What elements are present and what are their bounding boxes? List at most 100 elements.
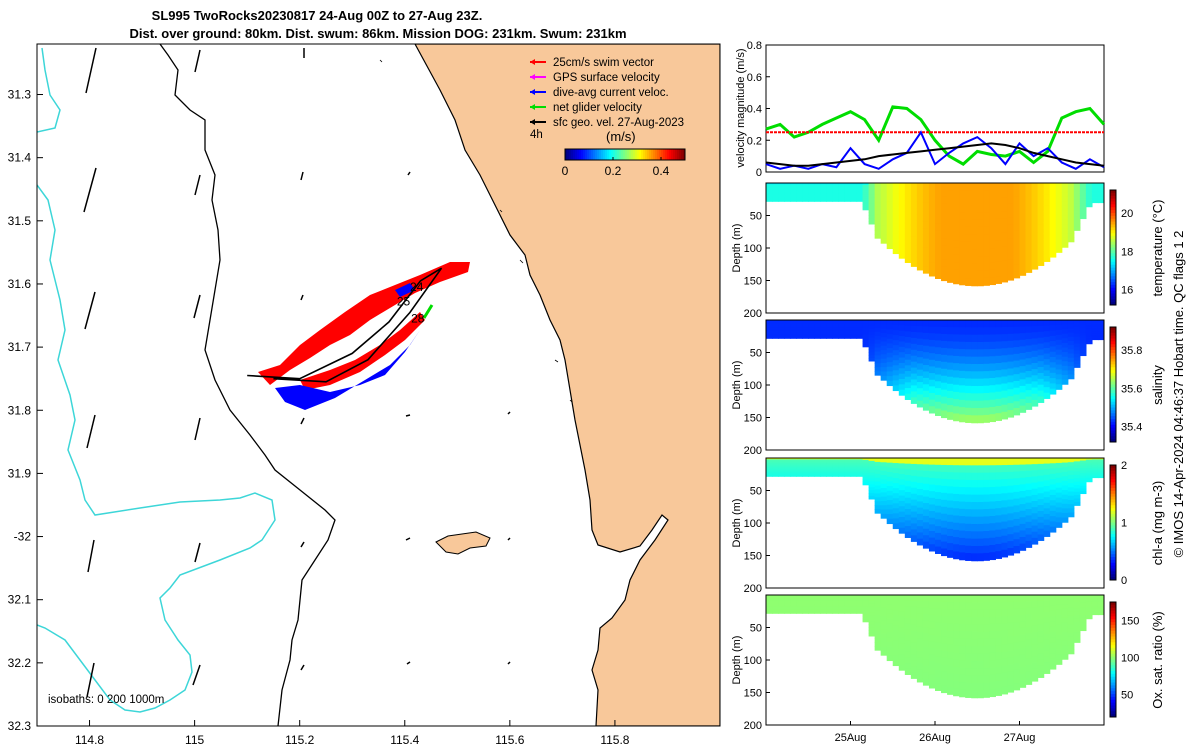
colorbar-cell: [617, 149, 620, 160]
section-cell: [892, 620, 900, 626]
section-colorbar-cell: [1110, 375, 1116, 380]
section-cell: [947, 197, 954, 205]
section-cell: [832, 608, 840, 610]
section-cell: [1037, 469, 1045, 477]
section-cell: [790, 469, 797, 472]
section-cell: [880, 362, 888, 368]
section-colorbar-cell: [1110, 396, 1116, 400]
section-cell: [1037, 218, 1045, 225]
section-colorbar-cell: [1110, 407, 1116, 411]
section-cell: [790, 321, 797, 324]
section-ylabel: Depth (m): [731, 636, 743, 685]
section-cell: [1037, 481, 1045, 489]
isobath-label: isobaths: 0 200 1000m: [48, 694, 164, 706]
section-cell: [977, 334, 984, 343]
section-ylabel: Depth (m): [731, 361, 743, 410]
section-cell: [832, 188, 840, 191]
section-cell: [1073, 216, 1081, 221]
section-cell: [892, 595, 900, 601]
section-colorbar-tick-label: 35.8: [1121, 345, 1142, 357]
section-cell: [1037, 194, 1045, 202]
section-cell: [802, 472, 809, 475]
section-cell: [838, 197, 846, 200]
section-cell: [838, 460, 846, 463]
section-cell: [1031, 338, 1039, 346]
section-cell: [820, 468, 827, 471]
section-cell: [983, 545, 990, 554]
section-cell: [850, 469, 858, 472]
section-cell: [886, 514, 894, 520]
section-cell: [898, 209, 906, 216]
section-y-tick-label: 50: [750, 486, 762, 498]
section-cell: [856, 197, 864, 200]
section-cell: [1007, 354, 1015, 363]
section-cell: [935, 478, 942, 486]
section-cell: [1019, 530, 1027, 538]
section-cell: [880, 187, 888, 193]
section-cell: [796, 329, 803, 331]
section-cell: [1025, 489, 1033, 497]
section-cell: [856, 465, 864, 468]
section-cell: [1019, 189, 1027, 197]
section-cell: [922, 215, 930, 223]
section-cell: [1097, 321, 1104, 324]
section-cell: [1067, 595, 1075, 600]
section-cell: [1085, 193, 1093, 196]
section-cell: [832, 326, 840, 329]
section-cell: [983, 616, 990, 625]
section-cell: [953, 659, 960, 668]
section-cell: [874, 473, 882, 479]
section-cell: [935, 326, 942, 335]
section-cell: [868, 328, 876, 333]
section-cell: [1085, 203, 1093, 206]
section-cell: [844, 604, 852, 606]
section-cell: [880, 616, 888, 622]
section-cell: [1049, 642, 1057, 649]
section-cell: [838, 602, 846, 605]
section-y-tick-label: 200: [744, 308, 762, 320]
section-cell: [922, 470, 930, 478]
section-cell: [778, 467, 785, 469]
section-cell: [1055, 207, 1063, 214]
section-cell: [1019, 510, 1027, 518]
section-cell: [844, 183, 852, 185]
section-colorbar-cell: [1110, 653, 1116, 658]
section-cell: [1067, 474, 1075, 480]
section-colorbar-cell: [1110, 224, 1116, 228]
section-cell: [1001, 528, 1009, 537]
section-cell: [850, 611, 858, 614]
section-cell: [1097, 463, 1104, 466]
section-cell: [1079, 607, 1087, 611]
section-cell: [922, 652, 930, 660]
section-cell: [1043, 611, 1051, 618]
section-cell: [868, 481, 876, 485]
colorbar-cell: [565, 149, 568, 160]
map-y-tick-label: 31.9: [8, 466, 32, 480]
section-colorbar-cell: [1110, 210, 1116, 214]
section-cell: [796, 597, 803, 600]
section-cell: [1091, 470, 1099, 473]
section-cell: [1085, 468, 1093, 471]
section-cell: [808, 183, 815, 185]
section-cell: [1091, 459, 1099, 462]
section-cell: [880, 612, 888, 618]
section-cell: [886, 495, 894, 501]
section-cell: [941, 231, 948, 240]
section-cell: [983, 226, 990, 235]
section-cell: [772, 197, 779, 200]
section-cell: [910, 636, 918, 644]
section-cell: [904, 623, 912, 630]
geo-arrow: [507, 537, 511, 541]
section-cell: [910, 606, 918, 614]
geo-arrow: [300, 541, 305, 548]
section-cell: [844, 609, 852, 612]
section-cell: [778, 188, 785, 191]
section-cell: [880, 221, 888, 227]
section-cell: [1061, 654, 1069, 660]
section-cell: [977, 523, 984, 532]
section-cell: [995, 341, 1002, 350]
section-cell: [1025, 620, 1033, 628]
section-cell: [941, 273, 948, 282]
section-cell: [802, 600, 809, 603]
section-cell: [766, 193, 773, 196]
